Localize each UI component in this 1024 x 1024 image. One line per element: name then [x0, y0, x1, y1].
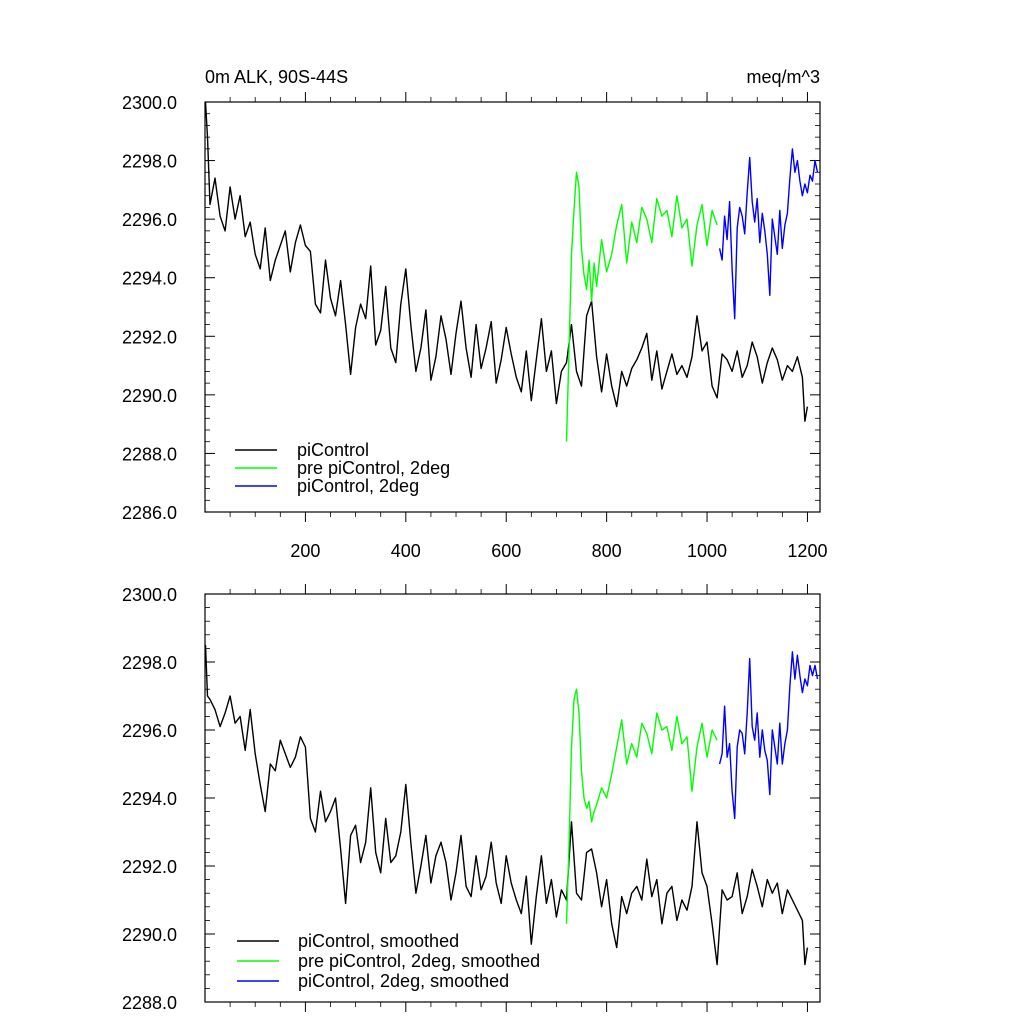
y-tick-label: 2294.0 — [122, 269, 177, 289]
y-tick-label: 2294.0 — [122, 789, 177, 809]
y-tick-label: 2296.0 — [122, 210, 177, 230]
top-panel: 2286.0 2288.0 2290.0 2292.0 2294.0 2296.0 2298… — [122, 92, 827, 561]
y-tick-label: 2292.0 — [122, 857, 177, 877]
x-tick-label: 1200 — [787, 541, 827, 561]
x-tick-label: 600 — [491, 541, 521, 561]
y-tick-label: 2300.0 — [122, 93, 177, 113]
legend-label: pre piControl, 2deg, smoothed — [298, 951, 540, 971]
x-tick-label: 400 — [391, 541, 421, 561]
series-line-2 — [565, 688, 718, 924]
x-tick-label: 800 — [592, 541, 622, 561]
legend-label: piControl — [297, 440, 369, 460]
y-tick-label: 2286.0 — [122, 503, 177, 523]
x-tick-label: 200 — [290, 541, 320, 561]
chart-units: meq/m^3 — [747, 67, 820, 87]
y-tick-label: 2296.0 — [122, 721, 177, 741]
x-tick-label: 1000 — [687, 541, 727, 561]
y-tick-label: 2290.0 — [122, 386, 177, 406]
y-tick-label: 2288.0 — [122, 444, 177, 464]
legend-label: piControl, smoothed — [298, 931, 459, 951]
series-line-3 — [718, 651, 819, 820]
series-line-1 — [205, 102, 809, 422]
y-tick-label: 2288.0 — [122, 993, 177, 1013]
series-line-2 — [565, 171, 718, 442]
y-tick-label: 2292.0 — [122, 327, 177, 347]
y-tick-label: 2290.0 — [122, 925, 177, 945]
y-tick-label: 2300.0 — [122, 585, 177, 605]
legend-label: piControl, 2deg, smoothed — [298, 971, 509, 991]
y-tick-label: 2298.0 — [122, 152, 177, 172]
legend-label: pre piControl, 2deg — [297, 458, 450, 478]
plot-frame — [204, 101, 821, 513]
bottom-panel: 2288.0 2290.0 2292.0 2294.0 2296.0 2298.0 2300… — [122, 584, 821, 1013]
legend-label: piControl, 2deg — [297, 476, 419, 496]
series-line-1 — [205, 644, 809, 966]
chart-title: 0m ALK, 90S-44S — [205, 67, 348, 87]
series-line-3 — [718, 148, 819, 320]
y-tick-label: 2298.0 — [122, 653, 177, 673]
